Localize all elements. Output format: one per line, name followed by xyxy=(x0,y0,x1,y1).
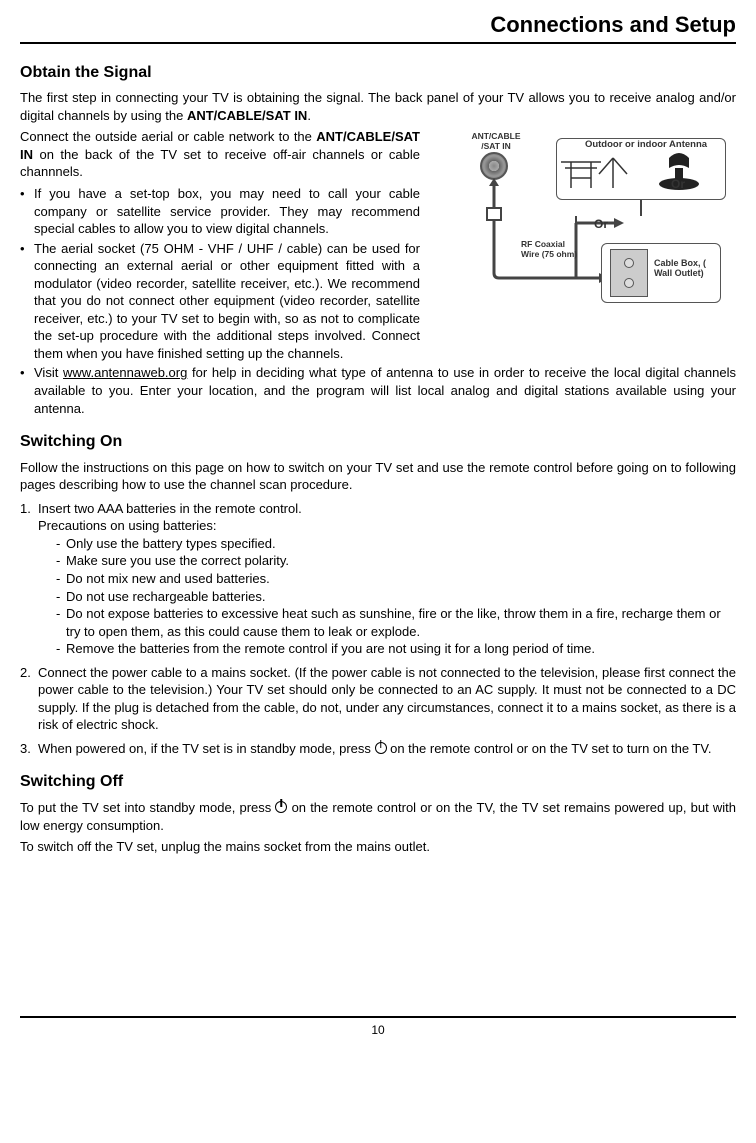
connection-diagram: ANT/CABLE /SAT IN Outdoor or indoor Ante… xyxy=(436,128,736,328)
power-icon xyxy=(275,801,287,813)
precaution-item: -Remove the batteries from the remote co… xyxy=(56,640,736,658)
text: The first step in connecting your TV is … xyxy=(20,90,736,123)
obtain-para2: Connect the outside aerial or cable netw… xyxy=(20,128,420,181)
step-2-text: Connect the power cable to a mains socke… xyxy=(38,664,736,734)
step-1: 1. Insert two AAA batteries in the remot… xyxy=(20,500,736,658)
page-title: Connections and Setup xyxy=(20,10,736,44)
bullet-text: The aerial socket (75 OHM - VHF / UHF / … xyxy=(34,240,420,363)
text: on the remote control or on the TV set t… xyxy=(387,741,712,756)
text: Visit xyxy=(34,365,63,380)
step-number: 1. xyxy=(20,500,38,658)
step-1-head: Insert two AAA batteries in the remote c… xyxy=(38,500,736,518)
diagram-or-2: Or xyxy=(594,216,608,232)
bold-term: ANT/CABLE/SAT IN xyxy=(187,108,307,123)
bullet-item: • Visit www.antennaweb.org for help in d… xyxy=(20,364,736,417)
text: Do not use rechargeable batteries. xyxy=(66,588,736,606)
switching-on-intro: Follow the instructions on this page on … xyxy=(20,459,736,494)
power-icon xyxy=(375,742,387,754)
step-3: 3. When powered on, if the TV set is in … xyxy=(20,740,736,758)
obtain-intro: The first step in connecting your TV is … xyxy=(20,89,736,124)
precaution-item: -Do not use rechargeable batteries. xyxy=(56,588,736,606)
text: Do not expose batteries to excessive hea… xyxy=(66,605,736,640)
text: Make sure you use the correct polarity. xyxy=(66,552,736,570)
wall-outlet-icon xyxy=(610,249,648,297)
step-1-sub: Precautions on using batteries: xyxy=(38,517,736,535)
page-number: 10 xyxy=(20,1016,736,1048)
text: Only use the battery types specified. xyxy=(66,535,736,553)
section-switching-on-heading: Switching On xyxy=(20,431,736,453)
antennaweb-link[interactable]: www.antennaweb.org xyxy=(63,365,187,380)
precaution-item: -Make sure you use the correct polarity. xyxy=(56,552,736,570)
bullet-text: If you have a set-top box, you may need … xyxy=(34,185,420,238)
text: When powered on, if the TV set is in sta… xyxy=(38,741,375,756)
precaution-item: -Only use the battery types specified. xyxy=(56,535,736,553)
step-number: 3. xyxy=(20,740,38,758)
bullet-item: • The aerial socket (75 OHM - VHF / UHF … xyxy=(20,240,420,363)
text: Do not mix new and used batteries. xyxy=(66,570,736,588)
bullet-dot: • xyxy=(20,185,34,238)
text: . xyxy=(307,108,311,123)
bullet-dot: • xyxy=(20,240,34,363)
precaution-item: -Do not expose batteries to excessive he… xyxy=(56,605,736,640)
diagram-coax-label: RF Coaxial Wire (75 ohm) xyxy=(521,240,581,259)
text: on the back of the TV set to receive off… xyxy=(20,147,420,180)
text: Remove the batteries from the remote con… xyxy=(66,640,736,658)
bullet-dot: • xyxy=(20,364,34,417)
switching-off-p1: To put the TV set into standby mode, pre… xyxy=(20,799,736,834)
step-2: 2. Connect the power cable to a mains so… xyxy=(20,664,736,734)
text: To put the TV set into standby mode, pre… xyxy=(20,800,275,815)
diagram-outlet-label: Cable Box, ( Wall Outlet) xyxy=(654,259,714,279)
switching-off-p2: To switch off the TV set, unplug the mai… xyxy=(20,838,736,856)
bullet-item: • If you have a set-top box, you may nee… xyxy=(20,185,420,238)
precaution-item: -Do not mix new and used batteries. xyxy=(56,570,736,588)
bullet-text: Visit www.antennaweb.org for help in dec… xyxy=(34,364,736,417)
text: Connect the outside aerial or cable netw… xyxy=(20,129,316,144)
step-3-text: When powered on, if the TV set is in sta… xyxy=(38,740,736,758)
section-obtain-heading: Obtain the Signal xyxy=(20,62,736,84)
step-number: 2. xyxy=(20,664,38,734)
section-switching-off-heading: Switching Off xyxy=(20,771,736,793)
